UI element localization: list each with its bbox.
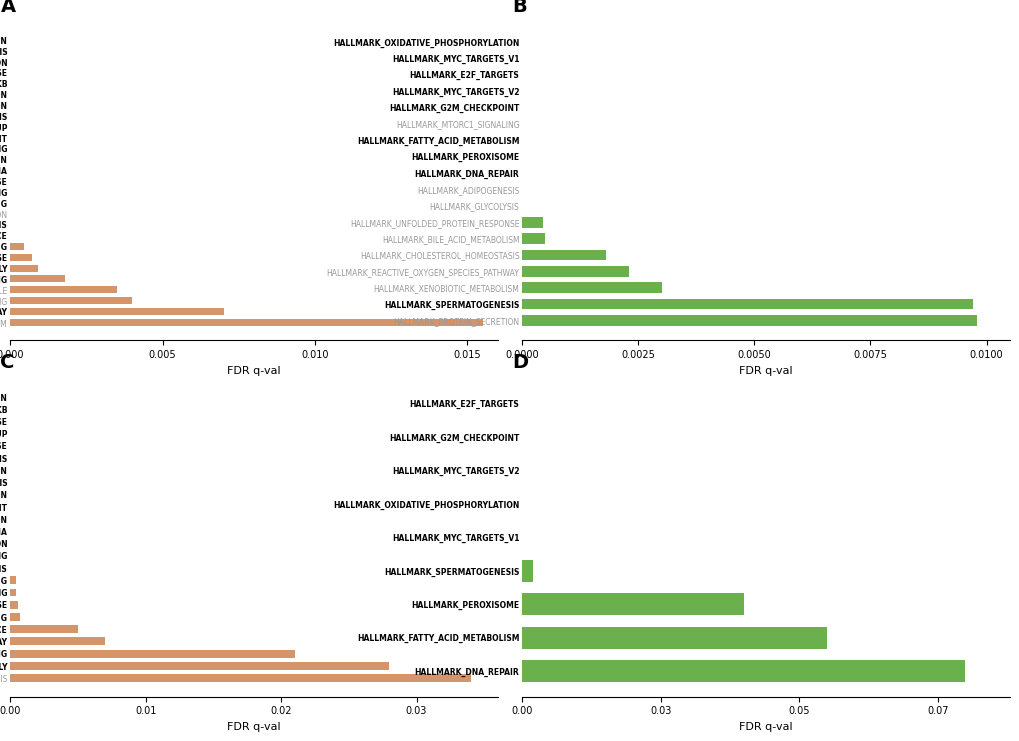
Bar <box>10 243 23 250</box>
Text: B: B <box>512 0 527 16</box>
Bar <box>10 576 15 584</box>
Bar <box>10 674 470 682</box>
Bar <box>10 637 105 645</box>
Bar <box>522 299 972 310</box>
Text: A: A <box>0 0 15 16</box>
Bar <box>10 265 38 272</box>
Bar <box>522 282 661 293</box>
Bar <box>10 601 18 608</box>
Bar <box>10 253 32 261</box>
X-axis label: FDR q-val: FDR q-val <box>227 722 280 732</box>
Bar <box>10 625 77 633</box>
Bar <box>10 308 223 315</box>
Bar <box>10 319 482 326</box>
Bar <box>522 627 826 648</box>
Bar <box>522 315 976 326</box>
Bar <box>522 233 545 244</box>
Bar <box>522 217 542 227</box>
Bar <box>522 266 629 276</box>
X-axis label: FDR q-val: FDR q-val <box>739 365 792 376</box>
X-axis label: FDR q-val: FDR q-val <box>739 722 792 732</box>
Bar <box>10 613 19 621</box>
Bar <box>10 297 132 304</box>
Text: D: D <box>512 353 528 372</box>
Bar <box>10 662 389 670</box>
Text: C: C <box>0 353 15 372</box>
Bar <box>10 276 65 282</box>
Bar <box>522 660 965 682</box>
Bar <box>522 560 533 582</box>
Bar <box>522 250 605 260</box>
Bar <box>10 286 117 293</box>
Bar <box>10 650 294 657</box>
Bar <box>522 594 743 615</box>
X-axis label: FDR q-val: FDR q-val <box>227 365 280 376</box>
Bar <box>10 588 16 597</box>
